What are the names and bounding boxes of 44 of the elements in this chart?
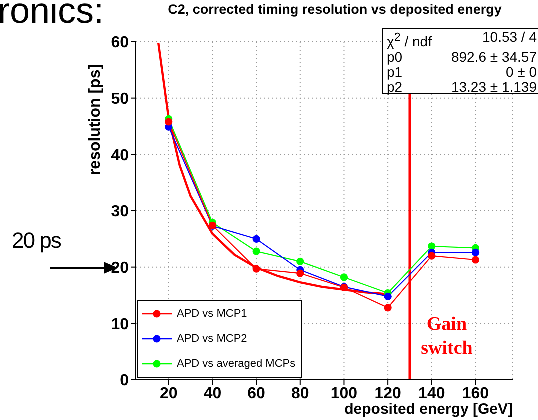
- x-tick-label: 100: [330, 385, 358, 402]
- chart-title: C2, corrected timing resolution vs deposited energy: [168, 2, 502, 17]
- annotation: p0: [387, 48, 403, 65]
- point: [252, 265, 260, 273]
- x-tick-label: 80: [291, 385, 310, 402]
- text: ronics:: [0, 0, 104, 32]
- point: [472, 248, 480, 256]
- point: [384, 292, 392, 300]
- y-tick-label: 10: [111, 316, 130, 334]
- point: [428, 252, 436, 260]
- annotation: χ$^{2}$ / ndf: [387, 31, 432, 50]
- point: [165, 118, 173, 126]
- y-tick-label: 60: [111, 34, 130, 52]
- point: [384, 304, 392, 312]
- point: [340, 274, 348, 282]
- point: [252, 235, 260, 243]
- annotation: p2: [387, 78, 403, 95]
- point: [296, 270, 304, 278]
- y-tick-label: 30: [111, 204, 130, 221]
- y-tick-label: 50: [111, 91, 130, 108]
- y-axis-title: resolution [ps]: [87, 64, 104, 176]
- point: [472, 256, 480, 264]
- annotation: 10.53 / 4: [482, 29, 537, 47]
- y-tick-label: 40: [111, 147, 130, 164]
- x-tick-label: 160: [462, 385, 490, 402]
- x-tick-label: 120: [374, 385, 402, 402]
- y-tick-label: 20: [111, 260, 130, 278]
- point: [296, 258, 304, 266]
- x-tick-label: 140: [418, 385, 446, 402]
- annotation: 13.23 ± 1.139: [451, 78, 537, 95]
- y-tick-label: 0: [120, 372, 130, 390]
- ref-line-label: Gain switch: [421, 314, 474, 359]
- legend-label: APD vs MCP1: [177, 308, 248, 320]
- text: 20 ps: [12, 228, 61, 254]
- x-tick-label: 40: [204, 385, 222, 402]
- x-tick-label: 20: [160, 385, 178, 402]
- annotation: 892.6 ± 34.57: [451, 48, 537, 65]
- x-tick-label: 60: [248, 385, 266, 402]
- point: [252, 248, 260, 256]
- x-axis-title: deposited energy [GeV]: [344, 401, 513, 418]
- annotation: 0 ± 0: [506, 64, 537, 80]
- legend-label: APD vs MCP2: [177, 332, 248, 344]
- annotation: p1: [387, 64, 403, 80]
- legend-label: APD vs averaged MCPs: [177, 358, 296, 370]
